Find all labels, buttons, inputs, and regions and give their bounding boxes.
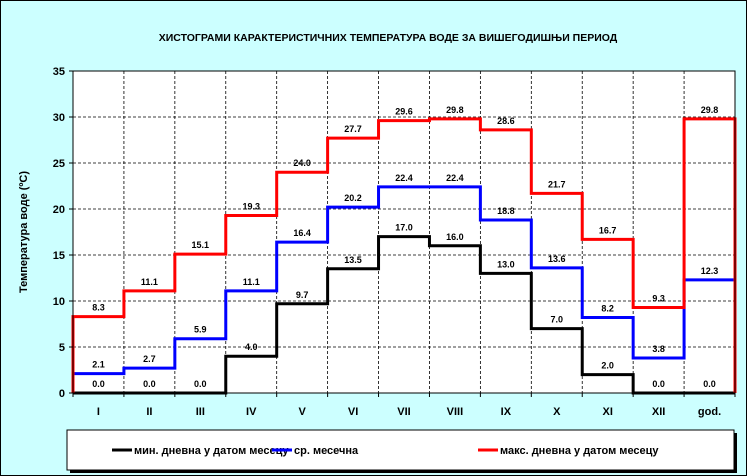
x-tick-label: III	[196, 406, 205, 418]
data-label: 16.4	[293, 228, 311, 238]
data-label: 3.8	[652, 344, 665, 354]
series-line-2	[71, 117, 737, 393]
data-label: 8.3	[92, 303, 105, 313]
legend	[66, 429, 735, 471]
data-label: 13.6	[548, 254, 566, 264]
data-label: 0.0	[92, 379, 105, 389]
data-label: 29.8	[446, 105, 464, 115]
data-label: 0.0	[143, 379, 156, 389]
x-tick-label: XI	[602, 406, 612, 418]
data-label: 17.0	[395, 223, 413, 233]
legend-label-0: мин. дневна у датом месецу	[134, 445, 289, 457]
data-label: 7.0	[551, 315, 564, 325]
y-tick-label: 30	[53, 112, 65, 124]
data-label: 0.0	[194, 379, 207, 389]
data-label: 13.0	[497, 259, 515, 269]
data-label: 22.4	[446, 173, 464, 183]
data-label: 5.9	[194, 325, 207, 335]
data-label: 11.1	[243, 277, 260, 287]
data-label: 28.6	[497, 116, 515, 126]
data-label: 22.4	[395, 173, 413, 183]
y-tick-label: 20	[53, 204, 65, 216]
data-label: 9.7	[296, 290, 309, 300]
data-label: 0.0	[652, 379, 665, 389]
data-label: 9.3	[652, 293, 665, 303]
x-tick-label: VIII	[447, 406, 464, 418]
data-label: 20.2	[344, 193, 362, 203]
x-tick-label: V	[298, 406, 306, 418]
data-label: 4.0	[245, 342, 258, 352]
data-label: 13.5	[344, 255, 362, 265]
x-tick-label: VII	[397, 406, 410, 418]
x-tick-label: IV	[246, 406, 257, 418]
data-label: 16.0	[446, 232, 464, 242]
data-label: 29.6	[395, 107, 413, 117]
data-label: 16.7	[599, 225, 617, 235]
chart-title: ХИСТОГРАМИ КАРАКТЕРИСТИЧНИХ ТЕМПЕРАТУРА …	[159, 32, 618, 44]
data-label: 11.1	[141, 277, 158, 287]
legend-label-2: макс. дневна у датом месецу	[500, 445, 659, 457]
x-tick-label: VI	[348, 406, 358, 418]
y-tick-label: 25	[53, 158, 65, 170]
data-label: 2.7	[143, 354, 156, 364]
x-tick-label: II	[146, 406, 152, 418]
y-tick-label: 0	[59, 388, 65, 400]
data-label: 8.2	[601, 304, 614, 314]
y-tick-label: 5	[59, 342, 65, 354]
legend-label-1: ср. месечна	[294, 445, 359, 457]
x-tick-label: X	[553, 406, 561, 418]
y-tick-label: 10	[53, 296, 65, 308]
data-label: 29.8	[701, 105, 719, 115]
data-label: 2.1	[92, 360, 105, 370]
data-label: 12.3	[701, 266, 719, 276]
series-line-1	[71, 185, 737, 393]
x-tick-label: IX	[501, 406, 512, 418]
x-tick-label: I	[97, 406, 100, 418]
data-label: 19.3	[242, 201, 260, 211]
data-label: 0.0	[703, 379, 716, 389]
y-axis-label: Температура воде (ºC)	[18, 171, 30, 293]
data-label: 15.1	[192, 240, 210, 250]
data-label: 27.7	[344, 124, 362, 134]
x-tick-label: god.	[698, 406, 721, 418]
x-tick-label: XII	[652, 406, 665, 418]
y-tick-label: 35	[53, 66, 65, 78]
plot-border	[72, 70, 736, 394]
data-label: 24.0	[293, 158, 311, 168]
data-label: 2.0	[601, 361, 614, 371]
y-tick-label: 15	[53, 250, 65, 262]
data-label: 18.8	[497, 206, 515, 216]
data-label: 21.7	[548, 179, 566, 189]
series-line-0	[73, 235, 735, 395]
